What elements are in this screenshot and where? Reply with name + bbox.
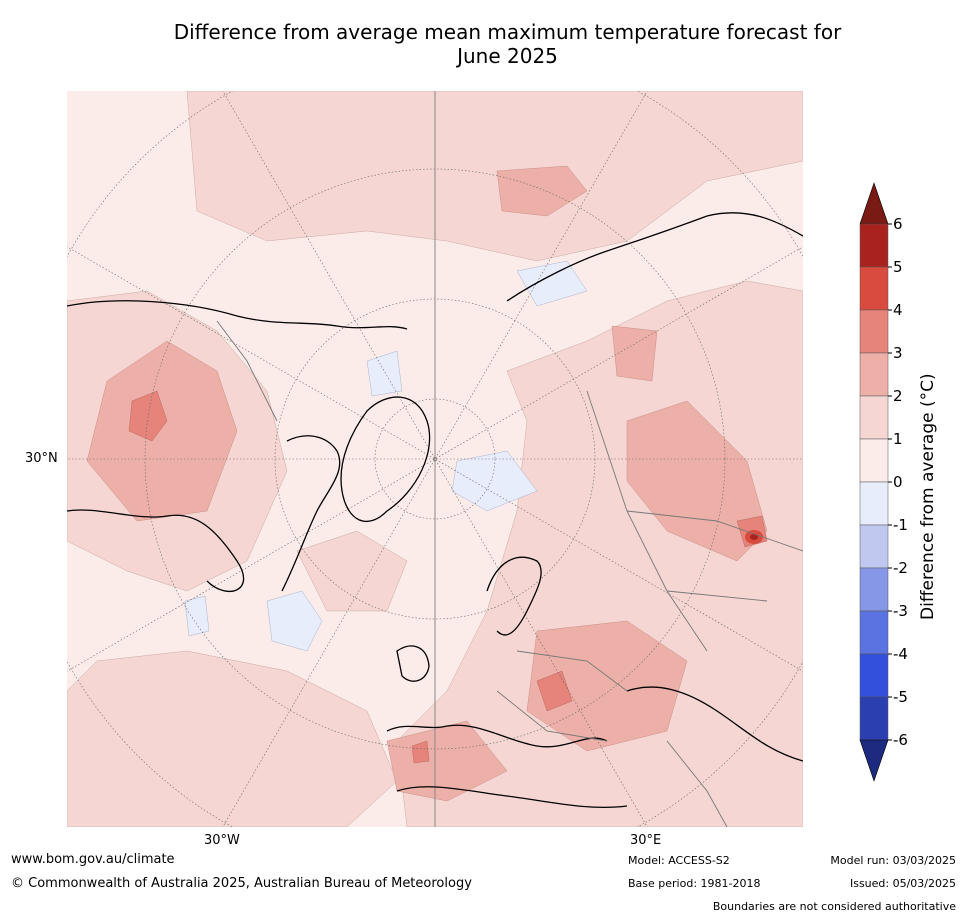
colorbar-svg: 6 5 4 3 2 1 0 -1 -2 -3 -4 -5 -6 bbox=[859, 182, 908, 782]
colorbar-segment bbox=[859, 266, 889, 311]
colorbar-segment bbox=[859, 352, 889, 397]
coastlines bbox=[67, 212, 803, 808]
colorbar-tick-label: -5 bbox=[893, 688, 908, 706]
colorbar-tick-label: 1 bbox=[893, 430, 903, 448]
colorbar-under-arrow bbox=[859, 739, 889, 782]
colorbar-tick-label: 0 bbox=[893, 473, 903, 491]
colorbar-tick-label: -3 bbox=[893, 602, 908, 620]
colorbar-tick-label: -6 bbox=[893, 731, 908, 749]
lon-label-30e: 30°E bbox=[630, 833, 662, 848]
title-line-1: Difference from average mean maximum tem… bbox=[173, 20, 842, 44]
colorbar-segment bbox=[859, 696, 889, 741]
country-borders bbox=[216, 320, 803, 827]
anomaly-negative-regions bbox=[184, 260, 588, 652]
colorbar-segment bbox=[859, 438, 889, 483]
colorbar-tick-label: -4 bbox=[893, 645, 908, 663]
colorbar-tick-label: 3 bbox=[893, 344, 903, 362]
footer-copyright: © Commonwealth of Australia 2025, Austra… bbox=[11, 876, 472, 891]
colorbar-segment bbox=[859, 567, 889, 612]
colorbar-over-arrow bbox=[859, 182, 889, 225]
colorbar-tick-label: 2 bbox=[893, 387, 903, 405]
colorbar-segment bbox=[859, 481, 889, 526]
footer-issued: Issued: 05/03/2025 bbox=[849, 877, 956, 890]
lat-label-30n: 30°N bbox=[25, 451, 58, 466]
colorbar-segment bbox=[859, 309, 889, 354]
anomaly-2-3-regions bbox=[86, 165, 768, 802]
colorbar-tick-label: 5 bbox=[893, 258, 903, 276]
colorbar-segment bbox=[859, 395, 889, 440]
map-svg bbox=[67, 91, 803, 827]
colorbar-tick-label: 6 bbox=[893, 215, 903, 233]
anomaly-hotspot bbox=[745, 530, 763, 544]
lon-label-30w: 30°W bbox=[204, 833, 240, 848]
colorbar-tick-label: -2 bbox=[893, 559, 908, 577]
colorbar-segment bbox=[859, 610, 889, 655]
title-line-2: June 2025 bbox=[457, 44, 558, 68]
colorbar-tick-label: 4 bbox=[893, 301, 903, 319]
colorbar-segment bbox=[859, 524, 889, 569]
colorbar: 6 5 4 3 2 1 0 -1 -2 -3 -4 -5 -6 bbox=[855, 180, 965, 790]
footer-disclaimer: Boundaries are not considered authoritat… bbox=[712, 900, 956, 913]
anomaly-3-4-regions bbox=[128, 390, 768, 764]
forecast-map bbox=[67, 91, 803, 827]
colorbar-segment bbox=[859, 223, 889, 268]
chart-title: Difference from average mean maximum tem… bbox=[0, 20, 965, 68]
colorbar-segment bbox=[859, 653, 889, 698]
colorbar-label: Difference from average (°C) bbox=[918, 373, 938, 620]
footer-model-run: Model run: 03/03/2025 bbox=[830, 854, 956, 867]
footer-url: www.bom.gov.au/climate bbox=[11, 852, 175, 867]
colorbar-tick-label: -1 bbox=[893, 516, 908, 534]
footer-model: Model: ACCESS-S2 bbox=[628, 854, 730, 867]
footer-base-period: Base period: 1981-2018 bbox=[628, 877, 761, 890]
